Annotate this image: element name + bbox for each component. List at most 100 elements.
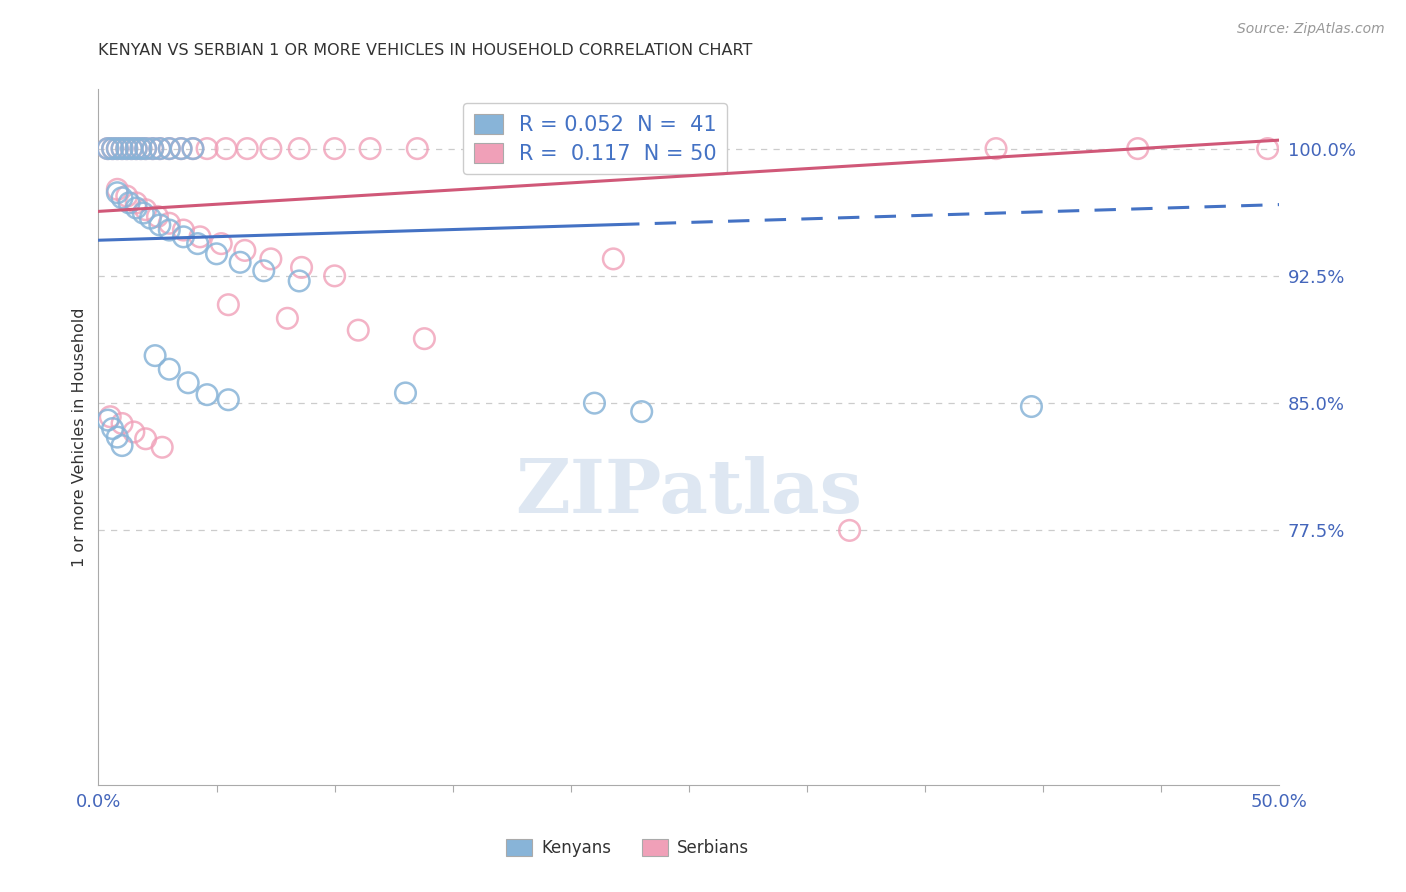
Point — [101, 421, 124, 435]
Point — [465, 142, 488, 156]
Point — [132, 206, 155, 220]
Point — [260, 252, 283, 266]
Point — [630, 404, 652, 418]
Point — [121, 142, 143, 156]
Point — [157, 216, 180, 230]
Point — [157, 223, 180, 237]
Point — [135, 142, 157, 156]
Point — [323, 268, 346, 283]
Point — [602, 252, 624, 266]
Point — [101, 142, 124, 156]
Point — [149, 142, 172, 156]
FancyBboxPatch shape — [506, 838, 531, 856]
Point — [838, 524, 860, 538]
Point — [111, 191, 134, 205]
Point — [135, 142, 157, 156]
Point — [406, 142, 429, 156]
Point — [394, 386, 416, 401]
Point — [359, 142, 381, 156]
Point — [181, 142, 204, 156]
Point — [149, 142, 172, 156]
Point — [125, 142, 148, 156]
Point — [121, 142, 143, 156]
Point — [172, 223, 194, 237]
Point — [115, 142, 138, 156]
Point — [181, 142, 204, 156]
Point — [260, 142, 283, 156]
Point — [177, 376, 200, 390]
Point — [97, 142, 120, 156]
Point — [125, 195, 148, 210]
Point — [125, 142, 148, 156]
Point — [253, 264, 276, 278]
Point — [170, 142, 193, 156]
Point — [1126, 142, 1149, 156]
Text: ZIPatlas: ZIPatlas — [516, 456, 862, 529]
Point — [111, 417, 134, 431]
Point — [347, 323, 370, 337]
Point — [97, 142, 120, 156]
Point — [111, 142, 134, 156]
Point — [209, 236, 232, 251]
Y-axis label: 1 or more Vehicles in Household: 1 or more Vehicles in Household — [72, 308, 87, 566]
Point — [129, 142, 152, 156]
Text: Kenyans: Kenyans — [541, 838, 612, 856]
Point — [146, 210, 169, 224]
Text: Source: ZipAtlas.com: Source: ZipAtlas.com — [1237, 22, 1385, 37]
Point — [323, 142, 346, 156]
Point — [1257, 142, 1279, 156]
Point — [97, 413, 120, 427]
Point — [115, 142, 138, 156]
Point — [236, 142, 259, 156]
Point — [115, 189, 138, 203]
Point — [143, 349, 166, 363]
Point — [172, 230, 194, 244]
Point — [157, 362, 180, 376]
Text: KENYAN VS SERBIAN 1 OR MORE VEHICLES IN HOUSEHOLD CORRELATION CHART: KENYAN VS SERBIAN 1 OR MORE VEHICLES IN … — [98, 43, 752, 58]
Point — [217, 392, 239, 407]
Point — [290, 260, 312, 275]
Point — [288, 274, 311, 288]
Point — [118, 195, 141, 210]
Point — [111, 142, 134, 156]
Point — [135, 432, 157, 446]
Point — [195, 142, 218, 156]
Point — [215, 142, 238, 156]
Point — [217, 298, 239, 312]
Point — [98, 409, 121, 424]
Point — [195, 387, 218, 401]
Point — [111, 439, 134, 453]
Legend: R = 0.052  N =  41, R =  0.117  N = 50: R = 0.052 N = 41, R = 0.117 N = 50 — [463, 103, 727, 175]
Point — [129, 142, 152, 156]
Point — [149, 218, 172, 232]
Point — [135, 202, 157, 217]
Point — [122, 425, 145, 439]
Point — [188, 230, 211, 244]
Text: Serbians: Serbians — [678, 838, 749, 856]
Point — [150, 440, 173, 454]
Point — [413, 332, 436, 346]
Point — [105, 182, 128, 196]
Point — [157, 142, 180, 156]
Point — [583, 396, 606, 410]
Point — [139, 211, 162, 226]
Point — [170, 142, 193, 156]
Point — [105, 186, 128, 200]
Point — [276, 311, 298, 326]
Point — [105, 430, 128, 444]
Point — [125, 201, 148, 215]
Point — [288, 142, 311, 156]
Point — [205, 247, 228, 261]
Point — [142, 142, 165, 156]
Point — [984, 142, 1007, 156]
Point — [105, 142, 128, 156]
Point — [105, 142, 128, 156]
Point — [142, 142, 165, 156]
Point — [101, 142, 124, 156]
Point — [233, 244, 256, 258]
FancyBboxPatch shape — [641, 838, 668, 856]
Point — [1021, 400, 1043, 414]
Point — [229, 255, 252, 269]
Point — [187, 236, 209, 251]
Point — [157, 142, 180, 156]
